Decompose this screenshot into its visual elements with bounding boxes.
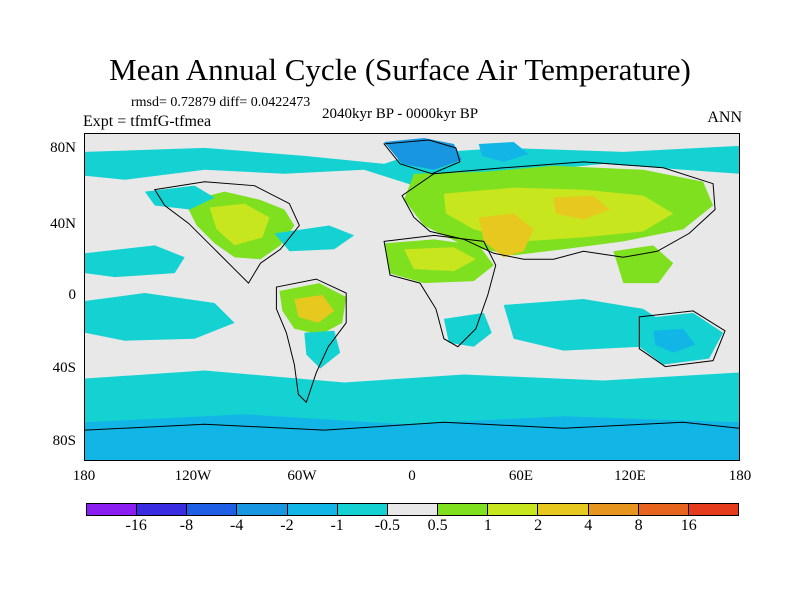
- colorbar-labels: -16 -8 -4 -2 -1 -0.5 0.5 1 2 4 8 16: [86, 517, 739, 541]
- y-tick-80n: 80N: [50, 140, 76, 156]
- region-southern-africa-cool: [443, 312, 492, 347]
- region-sahel-warm: [404, 247, 476, 272]
- plot-title: Mean Annual Cycle (Surface Air Temperatu…: [109, 52, 691, 87]
- colorbar-label: -4: [230, 517, 244, 534]
- season-label: ANN: [707, 109, 742, 126]
- colorbar-box: [337, 504, 388, 515]
- colorbar-box: [588, 504, 639, 515]
- map-panel: [84, 133, 740, 461]
- y-tick-0: 0: [68, 287, 77, 303]
- colorbar-label: -0.5: [374, 517, 401, 534]
- coast-greenland: [383, 139, 461, 175]
- colorbar-box: [638, 504, 689, 515]
- world-map: [85, 134, 739, 460]
- region-greenland-cool: [384, 137, 462, 170]
- region-se-asia-warm: [613, 245, 674, 284]
- region-arctic-cool: [85, 145, 739, 186]
- region-middle-east-warm: [478, 213, 534, 258]
- x-tick-60e: 60E: [508, 468, 534, 484]
- coastlines: [85, 139, 739, 431]
- region-arctic-cool-deep: [478, 141, 529, 162]
- coast-south-america: [275, 278, 347, 404]
- y-tick-80s: 80S: [52, 433, 76, 449]
- colorbar-box: [287, 504, 338, 515]
- colorbar-box: [137, 504, 188, 515]
- coast-africa: [383, 234, 497, 348]
- colorbar: [86, 503, 739, 516]
- region-indian-ocean-cool: [503, 298, 674, 351]
- colorbar-box: [187, 504, 238, 515]
- experiment-label: Expt = tfmfG-tfmea: [83, 113, 212, 130]
- colorbar-label: 4: [584, 517, 593, 534]
- colorbar-box: [538, 504, 589, 515]
- region-antarctic-cool: [85, 414, 739, 460]
- colorbar-label: 0.5: [427, 517, 448, 534]
- region-central-asia-warm: [553, 195, 610, 220]
- coast-north-america: [153, 181, 300, 284]
- colorbar-label: -1: [330, 517, 344, 534]
- colorbar-label: -8: [179, 517, 194, 534]
- colorbar-label: 2: [534, 517, 543, 534]
- x-tick-60w: 60W: [287, 468, 317, 484]
- period-label: 2040kyr BP - 0000kyr BP: [322, 106, 479, 122]
- region-north-america-warm-core: [209, 203, 270, 246]
- x-tick-180w: 180: [72, 468, 96, 484]
- region-south-pacific-cool: [85, 293, 235, 341]
- colorbar-box: [438, 504, 489, 515]
- y-tick-40n: 40N: [50, 216, 76, 232]
- x-tick-180e: 180: [728, 468, 752, 484]
- colorbar-box: [688, 504, 739, 515]
- colorbar-label: 8: [634, 517, 643, 534]
- colorbar-box: [237, 504, 288, 515]
- region-amazon-warm-core: [294, 295, 335, 323]
- x-tick-120w: 120W: [174, 468, 212, 484]
- colorbar-box: [488, 504, 539, 515]
- region-north-pacific-cool: [85, 245, 185, 278]
- colorbar-label: 16: [680, 517, 697, 534]
- region-south-america-cool: [304, 330, 341, 369]
- x-tick-120e: 120E: [614, 468, 646, 484]
- x-tick-0: 0: [408, 468, 416, 484]
- colorbar-box: [87, 504, 138, 515]
- colorbar-box: [387, 504, 439, 515]
- colorbar-label: -16: [125, 517, 147, 534]
- region-alaska-cool: [144, 185, 215, 210]
- colorbar-label: 1: [483, 517, 492, 534]
- stats-text: rmsd= 0.72879 diff= 0.0422473: [131, 95, 311, 110]
- coast-antarctica: [85, 421, 739, 431]
- region-australia-cool-deep: [653, 328, 696, 353]
- y-tick-40s: 40S: [52, 360, 76, 376]
- coast-australia: [638, 310, 726, 368]
- colorbar-label: -2: [280, 517, 294, 534]
